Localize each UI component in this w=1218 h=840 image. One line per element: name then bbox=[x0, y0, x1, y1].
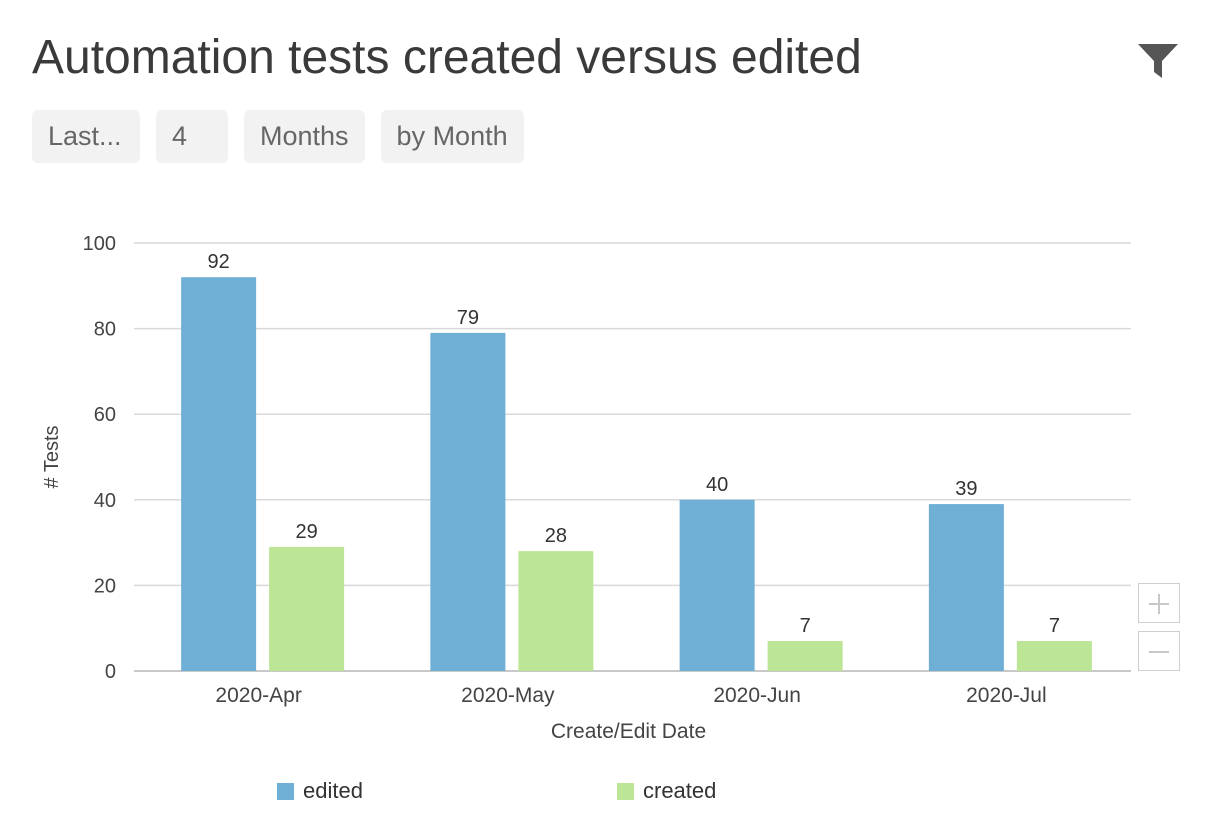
x-axis-title: Create/Edit Date bbox=[551, 720, 706, 743]
y-tick-label: 100 bbox=[83, 233, 116, 255]
chart-title: Automation tests created versus edited bbox=[32, 31, 862, 84]
legend-label-created: created bbox=[643, 778, 717, 803]
bar-created[interactable] bbox=[767, 641, 843, 671]
y-tick-label: 80 bbox=[94, 319, 116, 341]
data-label: 7 bbox=[800, 615, 811, 637]
legend-label-edited: edited bbox=[303, 778, 363, 803]
bar-created[interactable] bbox=[269, 546, 345, 671]
legend-swatch-edited bbox=[277, 782, 294, 800]
x-tick-label: 2020-Jun bbox=[713, 684, 801, 707]
data-label: 7 bbox=[1049, 615, 1060, 637]
chart-legend: edited created bbox=[0, 778, 1218, 808]
bar-edited[interactable] bbox=[679, 499, 755, 671]
data-label: 29 bbox=[296, 521, 318, 543]
zoom-out-button[interactable] bbox=[1138, 631, 1180, 671]
bar-created[interactable] bbox=[518, 551, 594, 671]
bar-edited[interactable] bbox=[928, 504, 1004, 671]
x-tick-label: 2020-Apr bbox=[215, 684, 301, 707]
bar-edited[interactable] bbox=[181, 277, 257, 671]
bar-created[interactable] bbox=[1016, 641, 1092, 671]
legend-swatch-created bbox=[617, 782, 634, 800]
legend-item-created[interactable]: created bbox=[617, 778, 716, 804]
y-tick-label: 60 bbox=[94, 404, 116, 426]
y-tick-label: 20 bbox=[94, 575, 116, 597]
data-label: 92 bbox=[208, 251, 230, 273]
period-count-select[interactable]: 4 bbox=[156, 110, 228, 163]
grouping-select[interactable]: by Month bbox=[380, 110, 524, 163]
zoom-in-button[interactable] bbox=[1138, 583, 1180, 623]
legend-item-edited[interactable]: edited bbox=[277, 778, 363, 804]
filter-icon[interactable] bbox=[1136, 42, 1180, 80]
data-label: 39 bbox=[955, 478, 977, 500]
y-axis-title: # Tests bbox=[41, 426, 63, 489]
bar-edited[interactable] bbox=[430, 332, 506, 671]
period-unit-select[interactable]: Months bbox=[244, 110, 365, 163]
x-tick-label: 2020-May bbox=[461, 684, 555, 707]
date-range-controls: Last... 4 Months by Month bbox=[32, 110, 524, 163]
y-tick-label: 0 bbox=[105, 661, 116, 683]
x-tick-label: 2020-Jul bbox=[966, 684, 1047, 707]
y-tick-label: 40 bbox=[94, 490, 116, 512]
period-mode-select[interactable]: Last... bbox=[32, 110, 140, 163]
data-label: 40 bbox=[706, 474, 728, 496]
data-label: 79 bbox=[457, 307, 479, 329]
data-label: 28 bbox=[545, 525, 567, 547]
